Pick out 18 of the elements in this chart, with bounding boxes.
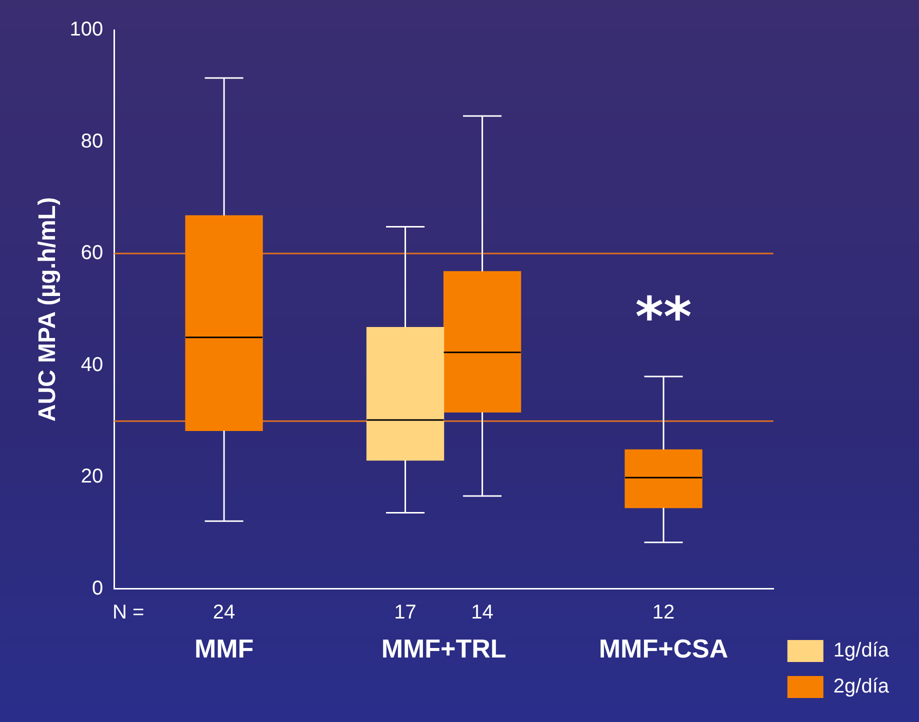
text: 17 (394, 601, 416, 624)
y-tick-label: 20 (80, 466, 104, 488)
text: 14 (471, 601, 494, 624)
x-tick-label: MMF (194, 634, 254, 664)
annotation: ** (635, 285, 692, 348)
text: 12 (652, 601, 675, 624)
y-tick-label: 100 (70, 18, 104, 41)
text: 24 (212, 601, 236, 624)
y-tick-label: 40 (80, 354, 104, 376)
y-axis-title: AUC MPA (µg.h/mL) (34, 197, 62, 422)
y-tick-label: 80 (80, 130, 104, 152)
text: N = (112, 601, 144, 624)
y-tick-label: 60 (80, 242, 104, 264)
legend-label: 2g/día (833, 676, 890, 698)
x-tick-label: MMF+TRL (381, 634, 506, 664)
x-tick-label: MMF+CSA (598, 634, 728, 664)
y-tick-label: 0 (92, 577, 104, 600)
legend-label: 1g/día (833, 640, 890, 662)
